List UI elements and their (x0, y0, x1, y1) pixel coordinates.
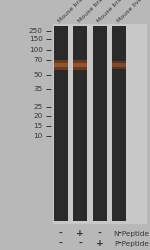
Text: Mouse brain: Mouse brain (57, 0, 88, 24)
Text: -: - (59, 239, 63, 248)
Text: -: - (98, 229, 102, 238)
Bar (54, 63, 68, 67)
Text: Mouse liver: Mouse liver (116, 0, 145, 24)
Text: 70: 70 (33, 57, 43, 63)
Bar (112, 26, 126, 221)
Text: 20: 20 (33, 113, 43, 119)
Text: 10: 10 (33, 133, 43, 139)
Bar (112, 64, 126, 66)
Text: 50: 50 (33, 72, 43, 78)
Text: 100: 100 (29, 47, 43, 53)
Text: 25: 25 (33, 104, 43, 110)
Bar (93, 26, 107, 221)
Text: +: + (96, 239, 104, 248)
Text: -: - (59, 229, 63, 238)
Text: Mouse brain: Mouse brain (96, 0, 127, 24)
Text: 35: 35 (33, 86, 43, 92)
Text: -: - (117, 229, 121, 238)
Bar (54, 26, 68, 221)
Text: 250: 250 (29, 28, 43, 34)
Bar (112, 61, 126, 69)
Bar (52, 24, 147, 224)
Bar (54, 60, 68, 70)
Text: +: + (76, 229, 84, 238)
Text: 15: 15 (33, 123, 43, 129)
Text: -: - (78, 239, 82, 248)
Text: -: - (117, 239, 121, 248)
Text: 150: 150 (29, 36, 43, 42)
Bar (73, 26, 87, 221)
Text: P Peptide: P Peptide (115, 241, 148, 247)
Text: Mouse brain: Mouse brain (77, 0, 108, 24)
Bar (73, 60, 87, 70)
Text: N Peptide: N Peptide (114, 231, 148, 237)
Bar (73, 63, 87, 67)
